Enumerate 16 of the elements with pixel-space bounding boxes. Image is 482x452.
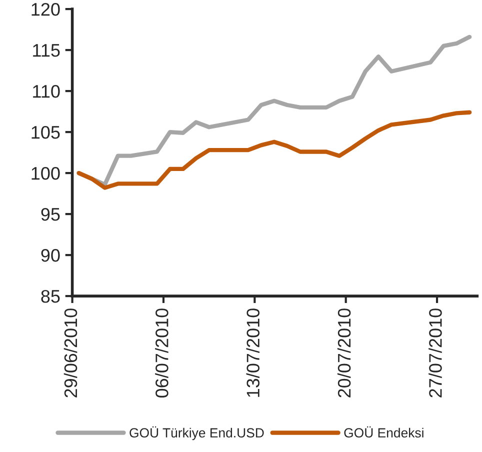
- x-tick-label: 06/07/2010: [155, 308, 168, 398]
- y-tick-label: 110: [33, 84, 60, 98]
- y-tick-label: 105: [32, 126, 60, 139]
- y-tick-label: 120: [32, 2, 60, 16]
- line-series: [76, 110, 472, 190]
- legend-label: GOÜ Türkiye End.USD: [130, 426, 264, 440]
- y-tick-label: 85: [41, 290, 60, 303]
- y-tick-label: 90: [41, 248, 60, 262]
- y-tick-label: 100: [32, 166, 60, 180]
- x-tick-label: 27/07/2010: [428, 308, 442, 398]
- x-tick-label: 20/07/2010: [337, 308, 351, 398]
- x-tick-label: 13/07/2010: [246, 308, 260, 397]
- legend-label: GOÜ Endeksi: [344, 426, 424, 438]
- y-tick-label: 95: [41, 208, 60, 221]
- x-tick-label: 29/06/2010: [64, 308, 78, 398]
- y-tick-label: 115: [33, 44, 60, 57]
